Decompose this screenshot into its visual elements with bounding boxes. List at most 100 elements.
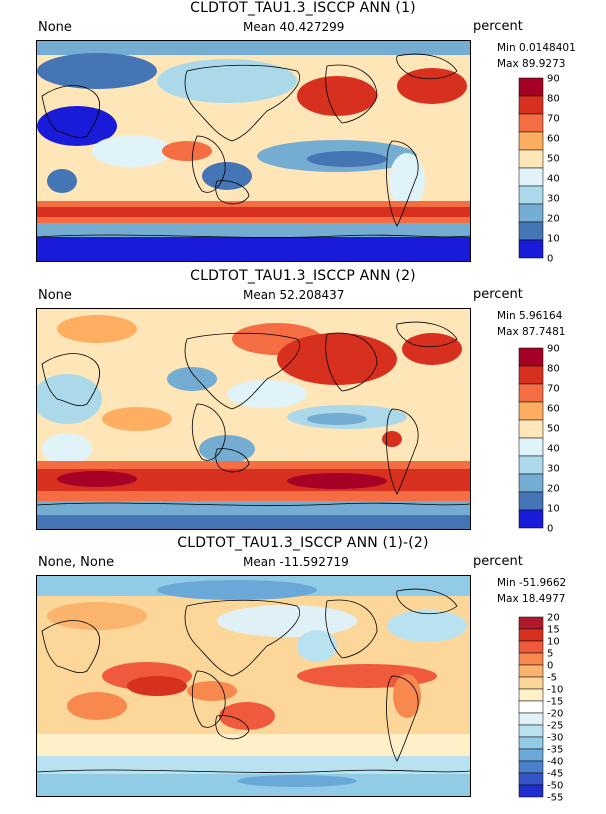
colorbar-tick-label: 0: [547, 254, 553, 265]
colorbar-swatch: [518, 131, 544, 151]
colorbar-tick-label: 0: [547, 661, 553, 672]
map-plot: [36, 575, 471, 797]
colorbar-swatch: [518, 113, 544, 133]
colorbar-tick-label: 50: [547, 424, 560, 435]
colorbar-tick-label: 10: [547, 504, 560, 515]
colorbar-swatch: [518, 77, 544, 97]
min-label: Min 0.0148401: [497, 42, 576, 54]
map-plot: [36, 40, 471, 262]
panel-title: CLDTOT_TAU1.3_ISCCP ANN (1): [190, 0, 416, 16]
colorbar-tick-label: 0: [547, 524, 553, 535]
colorbar: 90 80 70 60 50 40 30 20 10 0: [518, 344, 560, 535]
colorbar-tick-label: -15: [547, 697, 563, 708]
colorbar-swatch: [518, 383, 544, 403]
colorbar-tick-label: -40: [547, 757, 563, 768]
colorbar-tick-label: 20: [547, 613, 560, 624]
colorbar-swatch: [518, 688, 544, 702]
colorbar-swatch: [518, 203, 544, 223]
colorbar: 90 80 70 60 50 40 30 20 10 0: [518, 74, 560, 265]
colorbar-swatch: [518, 473, 544, 493]
colorbar-swatch: [518, 419, 544, 439]
colorbar-swatch: [518, 221, 544, 241]
units-label: percent: [473, 19, 523, 34]
colorbar-swatch: [518, 652, 544, 666]
colorbar-swatch: [518, 748, 544, 762]
colorbar-swatch: [518, 509, 544, 529]
colorbar-swatch: [518, 347, 544, 367]
panel-3: CLDTOT_TAU1.3_ISCCP ANN (1)-(2) None, No…: [0, 535, 606, 807]
colorbar-swatch: [518, 724, 544, 738]
colorbar-tick-label: -55: [547, 793, 563, 804]
colorbar-tick-label: 15: [547, 625, 560, 636]
colorbar-swatch: [518, 437, 544, 457]
colorbar-swatch: [518, 149, 544, 169]
max-label: Max 18.4977: [497, 593, 566, 605]
case-label: None: [38, 20, 72, 35]
colorbar-swatch: [518, 664, 544, 678]
min-max-box: Min 0.0148401 Max 89.9273: [497, 40, 576, 72]
colorbar-tick-label: 50: [547, 154, 560, 165]
colorbar-svg: 90 80 70 60 50 40 30 20 10 0: [518, 344, 560, 535]
colorbar-swatch: [518, 365, 544, 385]
colorbar-swatch: [518, 784, 544, 798]
colorbar-tick-label: -25: [547, 721, 563, 732]
colorbar-tick-label: 60: [547, 134, 560, 145]
colorbar-tick-label: 40: [547, 444, 560, 455]
colorbar-tick-label: -20: [547, 709, 563, 720]
colorbar-svg: 90 80 70 60 50 40 30 20 10 0: [518, 74, 560, 265]
colorbar-swatch: [518, 640, 544, 654]
colorbar-tick-label: 10: [547, 637, 560, 648]
colorbar-swatch: [518, 95, 544, 115]
colorbar-swatch: [518, 772, 544, 786]
colorbar-tick-label: 30: [547, 464, 560, 475]
colorbar-tick-label: 90: [547, 74, 560, 85]
colorbar-tick-label: -50: [547, 781, 563, 792]
map-field: [37, 41, 470, 261]
min-label: Min -51.9662: [497, 577, 567, 589]
mean-label: Mean 40.427299: [243, 20, 345, 34]
colorbar-tick-label: 10: [547, 234, 560, 245]
colorbar-swatch: [518, 700, 544, 714]
colorbar-tick-label: -35: [547, 745, 563, 756]
colorbar-swatch: [518, 628, 544, 642]
colorbar-swatch: [518, 185, 544, 205]
map-plot: [36, 308, 471, 530]
units-label: percent: [473, 554, 523, 569]
colorbar-swatch: [518, 491, 544, 511]
colorbar-tick-label: -5: [547, 673, 557, 684]
colorbar-tick-label: 60: [547, 404, 560, 415]
panel-title: CLDTOT_TAU1.3_ISCCP ANN (1)-(2): [177, 535, 429, 551]
colorbar-tick-label: 30: [547, 194, 560, 205]
colorbar-tick-label: 70: [547, 114, 560, 125]
colorbar-swatch: [518, 736, 544, 750]
max-label: Max 87.7481: [497, 326, 566, 338]
colorbar-swatch: [518, 676, 544, 690]
colorbar-tick-label: -45: [547, 769, 563, 780]
case-label: None, None: [38, 555, 115, 570]
mean-label: Mean -11.592719: [243, 555, 349, 569]
colorbar-tick-label: 90: [547, 344, 560, 355]
colorbar-tick-label: 5: [547, 649, 553, 660]
map-field: [37, 309, 470, 529]
panel-title: CLDTOT_TAU1.3_ISCCP ANN (2): [190, 268, 416, 284]
colorbar-tick-label: -10: [547, 685, 563, 696]
colorbar-swatch: [518, 167, 544, 187]
colorbar-tick-label: 70: [547, 384, 560, 395]
colorbar-swatch: [518, 712, 544, 726]
colorbar: 20 15 10 5 0 -5 -10 -15 -20 -25 -30 -35 -40 -45 -50 -55: [518, 613, 563, 804]
case-label: None: [38, 288, 72, 303]
units-label: percent: [473, 287, 523, 302]
colorbar-tick-label: 80: [547, 364, 560, 375]
colorbar-tick-label: 80: [547, 94, 560, 105]
colorbar-swatch: [518, 401, 544, 421]
colorbar-swatch: [518, 455, 544, 475]
min-max-box: Min 5.96164 Max 87.7481: [497, 308, 565, 340]
colorbar-swatch: [518, 760, 544, 774]
min-label: Min 5.96164: [497, 310, 563, 322]
panel-1: CLDTOT_TAU1.3_ISCCP ANN (1) None Mean 40…: [0, 0, 606, 272]
panel-2: CLDTOT_TAU1.3_ISCCP ANN (2) None Mean 52…: [0, 268, 606, 540]
colorbar-tick-label: 20: [547, 214, 560, 225]
colorbar-tick-label: -30: [547, 733, 563, 744]
colorbar-swatch: [518, 616, 544, 630]
